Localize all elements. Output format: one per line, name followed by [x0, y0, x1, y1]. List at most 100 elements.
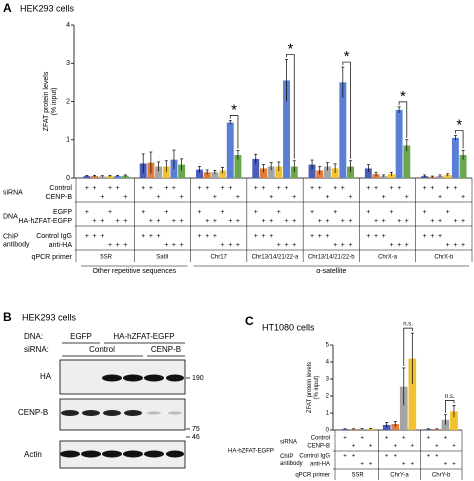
condition-mark: + — [325, 194, 329, 201]
condition-mark: + — [430, 185, 434, 192]
panel-label: B — [3, 310, 12, 324]
bar — [349, 429, 358, 430]
x-tick-label: ChrY-a — [390, 473, 409, 479]
blot-title: HEK293 cells — [22, 312, 77, 322]
bar — [366, 428, 375, 430]
condition-mark: + — [116, 185, 120, 192]
condition-mark: + — [405, 218, 409, 225]
y-tick-label: 1 — [326, 411, 330, 417]
condition-mark: + — [352, 454, 356, 460]
condition-mark: + — [261, 218, 265, 225]
condition-mark: + — [423, 233, 427, 240]
condition-mark: + — [341, 218, 345, 225]
bar — [83, 176, 91, 178]
condition-mark: + — [205, 233, 209, 240]
condition-mark: + — [108, 242, 112, 249]
significance-bracket — [445, 400, 455, 413]
condition-label: Control — [49, 185, 72, 192]
condition-mark: + — [411, 444, 415, 450]
condition-mark: + — [453, 185, 457, 192]
y-tick-label: 4 — [326, 360, 330, 366]
condition-mark: + — [444, 436, 448, 442]
condition-mark: + — [461, 218, 465, 225]
condition-mark: + — [352, 444, 356, 450]
blot-row-label: Actin — [24, 450, 42, 459]
band — [82, 410, 100, 416]
bar — [196, 169, 203, 178]
condition-mark: + — [382, 233, 386, 240]
bar — [391, 424, 400, 430]
condition-mark: + — [397, 185, 401, 192]
condition-mark: + — [277, 242, 281, 249]
x-tick-label: ChrY-b — [432, 473, 451, 479]
band — [144, 374, 164, 382]
condition-mark: + — [213, 218, 217, 225]
condition-mark: + — [164, 242, 168, 249]
condition-group-label: ChIP — [280, 454, 293, 460]
sirna-group: CENP-B — [151, 345, 181, 354]
condition-mark: + — [236, 218, 240, 225]
condition-group-label: antibody — [280, 461, 303, 467]
significance-label: * — [456, 117, 462, 134]
condition-group-label: antibody — [3, 241, 30, 248]
condition-mark: + — [221, 209, 225, 216]
condition-mark: + — [261, 233, 265, 240]
sirna-group: Control — [89, 345, 115, 354]
condition-mark: + — [385, 436, 389, 442]
span-label: α-satellite — [316, 268, 346, 275]
significance-label: * — [231, 102, 237, 119]
significance-bracket — [403, 327, 413, 366]
condition-mark: + — [318, 185, 322, 192]
condition-mark: + — [393, 444, 397, 450]
condition-mark: + — [382, 194, 386, 201]
condition-mark: + — [85, 185, 89, 192]
condition-mark: + — [292, 242, 296, 249]
condition-mark: + — [423, 209, 427, 216]
condition-mark: + — [180, 194, 184, 201]
significance-label: * — [287, 40, 293, 57]
bar — [444, 174, 452, 178]
x-tick-label: 5SR — [352, 473, 364, 479]
condition-mark: + — [405, 194, 409, 201]
condition-mark: + — [85, 233, 89, 240]
condition-mark: + — [254, 233, 258, 240]
condition-mark: + — [374, 233, 378, 240]
condition-label: Control — [311, 436, 330, 442]
band — [61, 410, 79, 416]
bar — [267, 166, 275, 178]
condition-mark: + — [292, 194, 296, 201]
significance-label: * — [344, 48, 350, 65]
condition-mark: + — [100, 218, 104, 225]
condition-mark: + — [385, 454, 389, 460]
condition-mark: + — [228, 218, 232, 225]
condition-mark: + — [228, 242, 232, 249]
y-tick-label: 5 — [326, 343, 330, 349]
dna-group: EGFP — [70, 332, 92, 341]
condition-mark: + — [157, 218, 161, 225]
condition-mark: + — [236, 242, 240, 249]
condition-label: anti-HA — [310, 462, 330, 468]
condition-mark: + — [452, 444, 456, 450]
condition-mark: + — [197, 185, 201, 192]
bar — [219, 170, 227, 178]
condition-mark: + — [93, 185, 97, 192]
condition-mark: + — [348, 194, 352, 201]
condition-mark: + — [411, 462, 415, 468]
condition-mark: + — [318, 218, 322, 225]
condition-mark: + — [430, 233, 434, 240]
side-label: HA-hZFAT-EGFP — [228, 449, 274, 455]
condition-mark: + — [116, 218, 120, 225]
condition-mark: + — [427, 454, 431, 460]
bar — [283, 80, 291, 178]
band — [123, 374, 143, 382]
band — [166, 450, 184, 458]
condition-mark: + — [452, 462, 456, 468]
bar — [275, 166, 283, 178]
condition-mark: + — [341, 185, 345, 192]
band — [102, 374, 122, 382]
x-tick-label: Chr17 — [211, 255, 228, 261]
y-axis-label: ZFAT protein levels — [43, 71, 50, 131]
condition-mark: + — [254, 185, 258, 192]
condition-label: Control IgG — [299, 454, 330, 460]
